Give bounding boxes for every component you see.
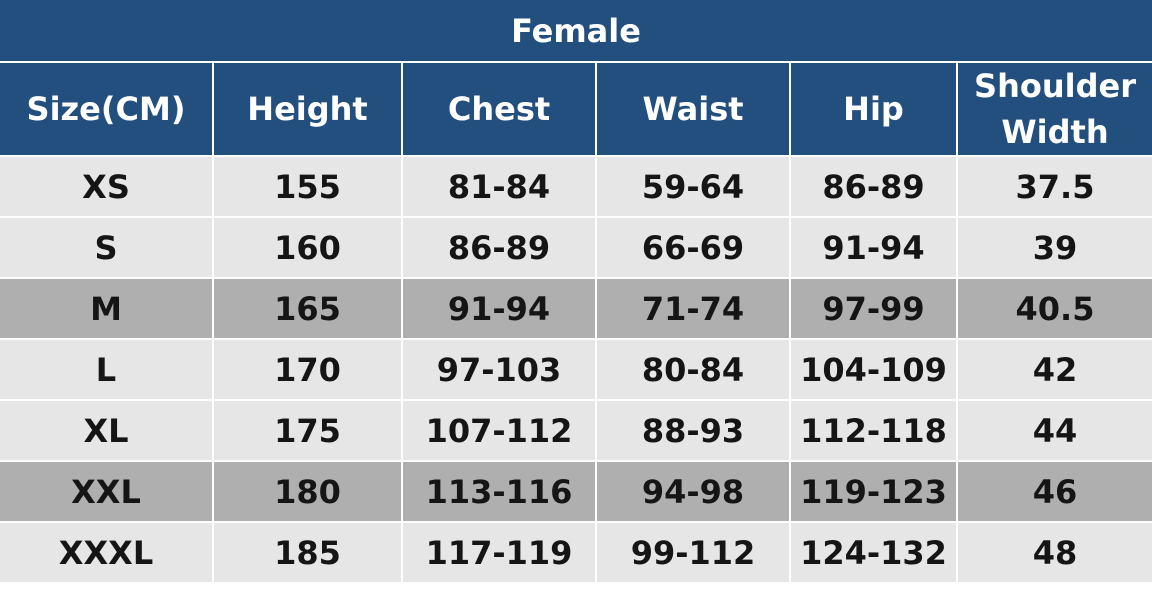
- table-cell: L: [0, 338, 214, 401]
- table-cell: 165: [212, 277, 403, 340]
- table-cell: 94-98: [595, 460, 791, 523]
- table-cell: 112-118: [789, 399, 958, 462]
- table-cell: 80-84: [595, 338, 791, 401]
- table-cell: 97-99: [789, 277, 958, 340]
- table-cell: 185: [212, 521, 403, 584]
- table-cell: 155: [212, 155, 403, 218]
- table-cell: 170: [212, 338, 403, 401]
- table-title: Female: [0, 0, 1152, 61]
- table-cell: 175: [212, 399, 403, 462]
- table-cell: 48: [956, 521, 1152, 584]
- table-cell: 113-116: [401, 460, 597, 523]
- table-cell: 180: [212, 460, 403, 523]
- table-cell: 104-109: [789, 338, 958, 401]
- table-cell: 66-69: [595, 216, 791, 279]
- column-header: Waist: [595, 61, 791, 157]
- table-cell: 117-119: [401, 521, 597, 584]
- table-cell: 71-74: [595, 277, 791, 340]
- table-row: S 160 86-89 66-69 91-94 39: [0, 216, 1152, 279]
- table-cell: 88-93: [595, 399, 791, 462]
- table-cell: 107-112: [401, 399, 597, 462]
- table-cell: M: [0, 277, 214, 340]
- table-cell: 86-89: [401, 216, 597, 279]
- table-cell: 119-123: [789, 460, 958, 523]
- header-row: Size(CM) Height Chest Waist Hip Shoulder Widt…: [0, 61, 1152, 157]
- column-header: Height: [212, 61, 403, 157]
- table-row: L 170 97-103 80-84 104-109 42: [0, 338, 1152, 401]
- table-cell: 42: [956, 338, 1152, 401]
- table-cell: 40.5: [956, 277, 1152, 340]
- column-header: Shoulder Width: [956, 61, 1152, 157]
- table-row: M 165 91-94 71-74 97-99 40.5: [0, 277, 1152, 340]
- table-cell: 37.5: [956, 155, 1152, 218]
- column-header: Size(CM): [0, 61, 214, 157]
- table-cell: 86-89: [789, 155, 958, 218]
- table-cell: XXXL: [0, 521, 214, 584]
- column-header: Chest: [401, 61, 597, 157]
- size-chart-table: Size(CM) Height Chest Waist Hip Shoulder Widt…: [0, 61, 1152, 584]
- table-cell: 91-94: [789, 216, 958, 279]
- table-cell: 97-103: [401, 338, 597, 401]
- table-cell: 160: [212, 216, 403, 279]
- table-cell: XXL: [0, 460, 214, 523]
- table-cell: 99-112: [595, 521, 791, 584]
- table-cell: XL: [0, 399, 214, 462]
- table-cell: 44: [956, 399, 1152, 462]
- table-cell: 124-132: [789, 521, 958, 584]
- table-cell: 59-64: [595, 155, 791, 218]
- table-row: XXXL 185 117-119 99-112 124-132 48: [0, 521, 1152, 584]
- table-row: XL 175 107-112 88-93 112-118 44: [0, 399, 1152, 462]
- table-row: XXL 180 113-116 94-98 119-123 46: [0, 460, 1152, 523]
- table-cell: 91-94: [401, 277, 597, 340]
- table-cell: 81-84: [401, 155, 597, 218]
- table-cell: 46: [956, 460, 1152, 523]
- table-row: XS 155 81-84 59-64 86-89 37.5: [0, 155, 1152, 218]
- table-cell: XS: [0, 155, 214, 218]
- column-header: Hip: [789, 61, 958, 157]
- table-cell: 39: [956, 216, 1152, 279]
- table-cell: S: [0, 216, 214, 279]
